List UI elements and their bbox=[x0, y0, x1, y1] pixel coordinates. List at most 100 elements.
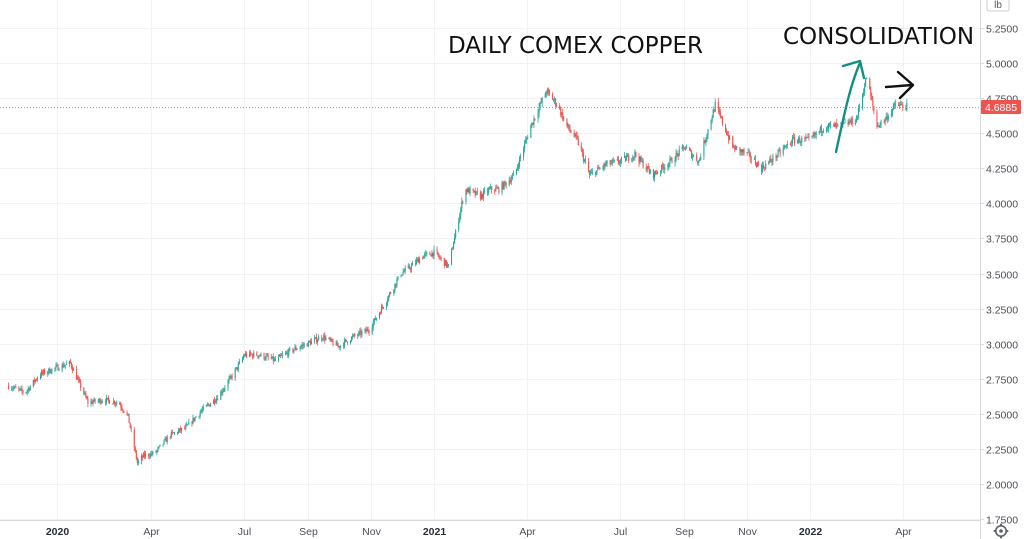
candle-519 bbox=[756, 161, 759, 168]
candle-5 bbox=[15, 384, 17, 388]
candle-406 bbox=[595, 171, 597, 178]
candle-246 bbox=[364, 328, 366, 334]
candle-194 bbox=[288, 347, 290, 359]
candle-183 bbox=[272, 353, 274, 365]
y-tick-label-5: 4.0000 bbox=[986, 199, 1018, 211]
candle-621 bbox=[905, 104, 907, 111]
candle-555 bbox=[808, 132, 810, 141]
candle-278 bbox=[409, 267, 411, 273]
candle-392 bbox=[574, 132, 576, 138]
y-tick-label-13: 2.0000 bbox=[986, 480, 1018, 492]
last-price-tag: 4.6885 bbox=[981, 100, 1021, 114]
candle-549 bbox=[800, 140, 802, 147]
candle-440 bbox=[642, 158, 644, 169]
candle-429 bbox=[627, 152, 629, 158]
candle-603 bbox=[878, 125, 880, 129]
candle-226 bbox=[335, 340, 337, 346]
candle-215 bbox=[318, 334, 320, 341]
candle-147 bbox=[221, 389, 223, 396]
x-tick-label-2: Jul bbox=[238, 526, 251, 538]
candle-82 bbox=[127, 413, 129, 416]
gear-icon[interactable] bbox=[993, 523, 1009, 539]
candle-554 bbox=[807, 133, 809, 139]
candle-80 bbox=[123, 410, 125, 414]
candle-380 bbox=[556, 102, 558, 108]
candle-586 bbox=[854, 119, 856, 126]
candle-14 bbox=[28, 387, 30, 393]
candle-185 bbox=[274, 356, 276, 361]
candle-97 bbox=[149, 453, 151, 460]
candle-516 bbox=[753, 156, 755, 160]
candle-148 bbox=[222, 388, 224, 396]
candle-613 bbox=[892, 102, 894, 111]
candle-473 bbox=[690, 149, 693, 159]
candle-502 bbox=[733, 144, 735, 149]
candle-66 bbox=[104, 398, 106, 406]
candle-452 bbox=[661, 164, 663, 174]
candle-461 bbox=[674, 156, 676, 167]
candle-7 bbox=[19, 388, 21, 391]
candle-9 bbox=[21, 385, 23, 395]
candle-65 bbox=[101, 399, 103, 404]
candle-345 bbox=[505, 181, 507, 189]
candle-53 bbox=[85, 390, 87, 399]
candle-150 bbox=[224, 384, 226, 393]
candle-361 bbox=[530, 123, 532, 139]
candle-411 bbox=[602, 165, 604, 171]
candle-167 bbox=[250, 350, 252, 357]
candle-181 bbox=[270, 353, 272, 360]
candle-32 bbox=[55, 362, 57, 371]
x-tick-label-5: 2021 bbox=[423, 526, 447, 538]
candle-313 bbox=[460, 206, 462, 220]
candle-247 bbox=[365, 326, 367, 335]
candle-48 bbox=[78, 375, 80, 384]
candle-240 bbox=[354, 332, 356, 339]
candle-544 bbox=[792, 133, 795, 140]
candle-271 bbox=[400, 274, 402, 278]
candle-512 bbox=[747, 148, 749, 153]
candle-272 bbox=[401, 274, 403, 277]
candle-292 bbox=[430, 254, 432, 257]
candle-223 bbox=[330, 337, 332, 343]
candle-286 bbox=[422, 256, 424, 260]
candle-448 bbox=[654, 170, 657, 176]
candle-177 bbox=[264, 356, 266, 362]
y-tick-label-10: 2.7500 bbox=[986, 375, 1018, 387]
candle-349 bbox=[511, 172, 513, 181]
y-tick-label-3: 4.5000 bbox=[986, 129, 1018, 141]
candle-316 bbox=[465, 188, 467, 205]
candle-327 bbox=[480, 191, 482, 201]
candle-354 bbox=[518, 155, 521, 170]
x-tick-label-1: Apr bbox=[143, 526, 160, 538]
candle-76 bbox=[119, 401, 121, 405]
candle-144 bbox=[216, 395, 218, 405]
candle-259 bbox=[381, 304, 384, 310]
candle-121 bbox=[184, 425, 186, 430]
candle-22 bbox=[41, 369, 43, 378]
candle-384 bbox=[562, 108, 564, 122]
candle-536 bbox=[782, 144, 784, 157]
candle-419 bbox=[612, 157, 614, 164]
candle-94 bbox=[144, 450, 146, 459]
candle-176 bbox=[263, 352, 265, 361]
candle-398 bbox=[582, 149, 584, 164]
candle-430 bbox=[628, 153, 630, 164]
candle-102 bbox=[156, 449, 158, 456]
candle-131 bbox=[198, 415, 200, 419]
candle-465 bbox=[678, 145, 680, 157]
candle-163 bbox=[243, 353, 246, 358]
candle-109 bbox=[165, 436, 167, 442]
unit-box[interactable]: lb bbox=[986, 0, 1010, 12]
candle-607 bbox=[884, 117, 886, 126]
candle-231 bbox=[342, 342, 344, 349]
candle-279 bbox=[410, 262, 412, 273]
candle-290 bbox=[426, 251, 428, 257]
candle-462 bbox=[675, 149, 677, 162]
candle-132 bbox=[199, 409, 201, 419]
price-axis: 5.25005.00004.75004.50004.25004.00003.75… bbox=[980, 24, 1018, 527]
x-tick-label-4: Nov bbox=[362, 526, 381, 538]
candle-227 bbox=[336, 340, 338, 346]
candle-154 bbox=[230, 375, 232, 380]
candle-348 bbox=[510, 175, 512, 185]
candle-535 bbox=[779, 148, 781, 158]
